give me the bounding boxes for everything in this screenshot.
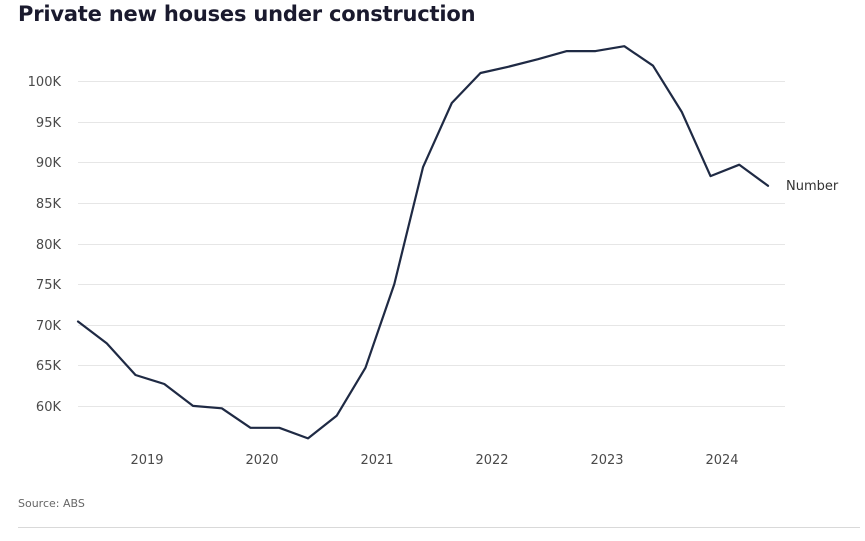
data-point — [105, 341, 109, 345]
data-point — [651, 64, 655, 68]
data-point — [622, 44, 626, 48]
data-point — [162, 382, 166, 386]
data-point — [76, 320, 80, 324]
y-tick-label: 75K — [36, 278, 62, 293]
chart-title: Private new houses under construction — [18, 2, 476, 26]
bottom-divider — [18, 527, 860, 528]
y-tick-label: 100K — [28, 75, 62, 90]
y-tick-label: 95K — [36, 116, 62, 131]
data-point — [766, 184, 770, 188]
y-tick-label: 85K — [36, 197, 62, 212]
series-label: Number — [786, 179, 839, 194]
data-point — [565, 49, 569, 53]
series-line-1 — [76, 45, 770, 440]
y-tick-label: 60K — [36, 400, 62, 415]
y-tick-label: 80K — [36, 238, 62, 253]
data-point — [335, 414, 339, 418]
data-point — [249, 426, 253, 430]
data-point — [364, 366, 368, 370]
y-tick-label: 90K — [36, 156, 62, 171]
data-point — [277, 426, 281, 430]
data-point — [594, 49, 598, 53]
x-tick-label: 2021 — [360, 453, 393, 468]
data-point — [737, 163, 741, 167]
data-point — [507, 65, 511, 69]
x-tick-label: 2019 — [130, 453, 163, 468]
data-point — [421, 165, 425, 169]
data-point — [479, 71, 483, 75]
y-tick-label: 65K — [36, 359, 62, 374]
data-point — [536, 57, 540, 61]
x-tick-label: 2024 — [705, 453, 738, 468]
x-tick-label: 2023 — [590, 453, 623, 468]
data-point — [306, 436, 310, 440]
source-note: Source: ABS — [18, 497, 85, 510]
data-point — [680, 110, 684, 114]
y-axis-tick-labels: 60K 65K 70K 75K 80K 85K 90K 95K 100K — [28, 75, 62, 415]
data-point — [450, 101, 454, 105]
data-point — [134, 373, 138, 377]
data-point — [392, 282, 396, 286]
x-tick-label: 2020 — [245, 453, 278, 468]
series-layer: Number — [76, 44, 839, 440]
data-point — [191, 404, 195, 408]
data-point — [709, 174, 713, 178]
y-tick-label: 70K — [36, 319, 62, 334]
gridlines — [78, 81, 785, 407]
x-axis-tick-labels: 2019 2020 2021 2022 2023 2024 — [130, 453, 738, 468]
x-tick-label: 2022 — [475, 453, 508, 468]
data-point — [220, 406, 224, 410]
